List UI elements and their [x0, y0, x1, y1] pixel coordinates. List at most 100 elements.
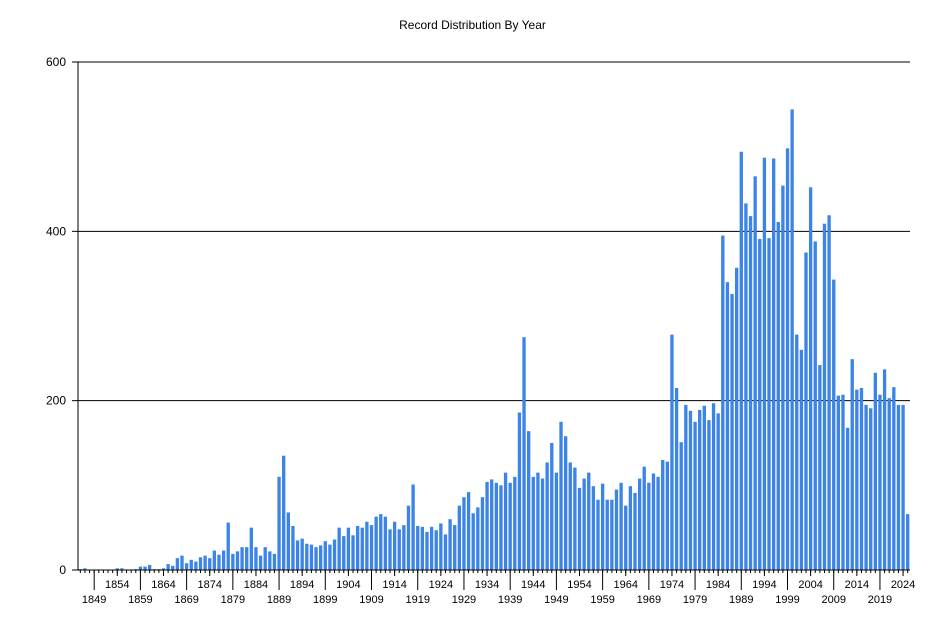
- bar-1959: [600, 483, 605, 570]
- x-tick-label-upper: 1954: [567, 579, 591, 591]
- bar-1971: [656, 476, 660, 570]
- bar-1903: [342, 536, 346, 570]
- bar-1920: [420, 526, 425, 570]
- bar-1964: [624, 505, 628, 570]
- bar-1941: [517, 412, 522, 570]
- bar-1924: [439, 523, 443, 570]
- bar-1990: [744, 203, 748, 570]
- bar-1909: [369, 525, 374, 570]
- bar-1884: [254, 547, 258, 570]
- bar-1906: [355, 525, 360, 570]
- x-tick-label-lower: 1859: [128, 594, 152, 606]
- bar-2006: [818, 365, 822, 570]
- bar-1923: [434, 530, 438, 570]
- bar-1952: [568, 462, 572, 570]
- x-tick-label-upper: 1914: [382, 579, 406, 591]
- bar-1993: [758, 238, 762, 570]
- bar-2018: [873, 372, 877, 570]
- bar-1963: [619, 482, 623, 570]
- x-tick-label-lower: 1899: [313, 594, 337, 606]
- bar-1957: [591, 486, 596, 570]
- bar-2020: [882, 369, 887, 570]
- bar-1973: [665, 461, 669, 570]
- bar-1904: [346, 527, 351, 570]
- bar-2004: [808, 187, 813, 570]
- bar-1930: [466, 492, 471, 570]
- bar-1931: [471, 513, 475, 570]
- bar-2014: [855, 389, 859, 570]
- bar-2007: [822, 223, 827, 570]
- x-tick-label-lower: 1959: [590, 594, 614, 606]
- bar-1912: [383, 516, 388, 570]
- bar-1953: [573, 467, 577, 570]
- bar-1945: [536, 472, 540, 570]
- bar-1875: [212, 550, 217, 570]
- bar-1947: [545, 462, 549, 570]
- bar-1946: [540, 478, 545, 570]
- bar-1965: [628, 486, 633, 570]
- bar-1943: [527, 431, 531, 570]
- bar-1883: [249, 527, 253, 570]
- bar-1989: [739, 151, 743, 570]
- x-tick-label-lower: 1869: [174, 594, 198, 606]
- x-tick-label-lower: 1879: [221, 594, 245, 606]
- bar-1961: [610, 499, 614, 570]
- bar-2002: [799, 349, 804, 570]
- bar-2021: [887, 398, 891, 570]
- bar-1905: [351, 535, 355, 570]
- bar-1925: [443, 534, 448, 570]
- bar-1958: [596, 499, 600, 570]
- bar-1878: [226, 522, 230, 570]
- bar-1907: [360, 527, 364, 570]
- bar-1935: [490, 479, 494, 570]
- bar-2003: [804, 252, 808, 570]
- x-tick-label-lower: 1939: [498, 594, 522, 606]
- bar-1854: [115, 568, 119, 570]
- x-tick-label-upper: 1924: [429, 579, 453, 591]
- bar-1910: [374, 516, 378, 570]
- x-tick-label-lower: 1889: [267, 594, 291, 606]
- y-tick-label: 0: [59, 563, 66, 577]
- bar-1890: [282, 455, 286, 570]
- bar-2008: [827, 215, 831, 570]
- bar-1860: [143, 566, 147, 570]
- bar-1874: [208, 558, 212, 570]
- y-tick-label: 600: [46, 55, 66, 69]
- bar-1877: [221, 550, 226, 570]
- x-tick-label-lower: 2009: [821, 594, 845, 606]
- bar-1942: [522, 337, 526, 570]
- bar-1914: [392, 521, 397, 570]
- x-tick-label-upper: 1894: [290, 579, 314, 591]
- bar-1869: [184, 563, 189, 570]
- bar-1917: [406, 505, 411, 570]
- x-tick-label-upper: 1854: [105, 579, 129, 591]
- bar-1870: [189, 559, 193, 570]
- bar-1956: [587, 472, 591, 570]
- x-tick-label-upper: 1994: [752, 579, 776, 591]
- bar-1899: [323, 541, 327, 570]
- bar-1937: [499, 485, 503, 570]
- bar-2001: [795, 334, 799, 570]
- bar-1929: [462, 497, 466, 570]
- bar-1887: [268, 551, 272, 570]
- x-tick-label-upper: 1944: [521, 579, 545, 591]
- x-tick-label-lower: 1909: [359, 594, 383, 606]
- bar-1918: [411, 484, 415, 570]
- y-tick-label: 200: [46, 394, 66, 408]
- bar-1932: [476, 507, 480, 570]
- bar-1997: [776, 222, 780, 570]
- bar-2009: [832, 279, 836, 570]
- bar-1879: [231, 553, 235, 570]
- bar-1859: [138, 566, 143, 570]
- bar-1988: [735, 267, 739, 570]
- bar-1939: [508, 482, 512, 570]
- bar-2010: [836, 395, 841, 570]
- bar-1902: [337, 527, 341, 570]
- chart-title: Record Distribution By Year: [399, 18, 546, 32]
- bar-1975: [674, 387, 679, 570]
- x-tick-label-upper: 1934: [475, 579, 499, 591]
- bar-2016: [864, 404, 868, 570]
- bar-1974: [670, 334, 674, 570]
